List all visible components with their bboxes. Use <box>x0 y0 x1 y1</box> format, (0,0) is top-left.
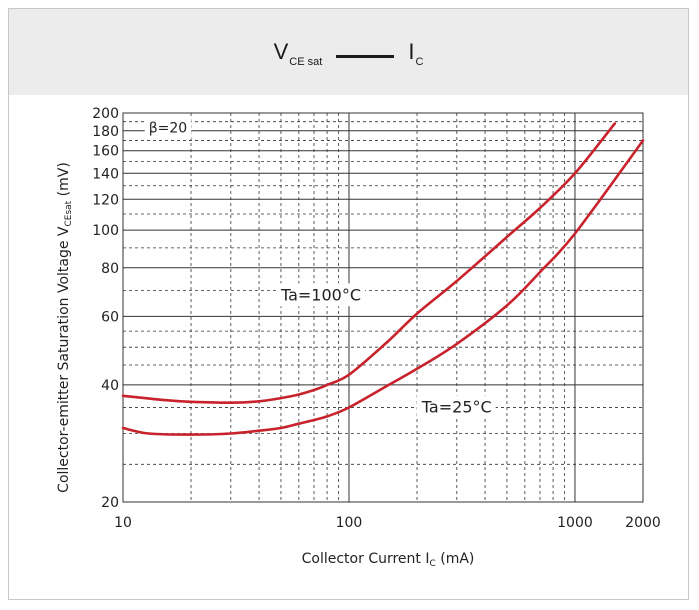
annotation-group: Ta=100°C <box>275 283 366 307</box>
x-axis-label-sub: C <box>429 559 435 569</box>
plot-border <box>122 112 644 503</box>
annotation-group: β=20 <box>144 118 192 139</box>
series-line-ta100 <box>121 122 617 405</box>
x-axis-label: Collector Current IC (mA) <box>302 551 475 569</box>
y-axis-label-suffix: (mV) <box>56 162 72 201</box>
title-vcesat-main: V <box>273 39 289 64</box>
x-tick-label: 2000 <box>625 515 661 531</box>
y-tick-label: 80 <box>101 261 119 277</box>
y-tick-label: 20 <box>101 495 119 511</box>
title-vcesat: V CE sat <box>273 39 323 68</box>
annotation-temp: Ta=100°C <box>280 285 361 304</box>
annotation-temp: Ta=25°C <box>421 397 492 416</box>
annotation-bg <box>144 118 192 139</box>
y-tick-label: 40 <box>101 378 119 394</box>
y-tick-label: 140 <box>92 166 119 182</box>
x-axis-label-suffix: (mA) <box>436 551 475 567</box>
y-axis-label-prefix: Collector-emitter Saturation Voltage V <box>56 226 72 493</box>
title-ic-sub: C <box>415 56 424 68</box>
y-tick-label: 100 <box>92 223 119 239</box>
y-tick-label: 60 <box>101 309 119 325</box>
y-tick-label: 180 <box>92 124 119 140</box>
annotations: β=20 Ta=100°C Ta=25°C <box>144 118 496 419</box>
annotation-bg <box>275 283 366 307</box>
x-tick-label: 10 <box>114 515 132 531</box>
series-line-ta25 <box>121 139 645 436</box>
annotation-bg <box>416 395 496 419</box>
title-ic-main: I <box>408 39 415 64</box>
tick-labels: 20 40 60 80 100 120 140 160 180 200 10 100 1000 2000 <box>92 106 661 531</box>
annotation-beta: β=20 <box>149 121 187 137</box>
y-axis-label-sub: CEsat <box>64 200 74 226</box>
y-tick-label: 120 <box>92 192 119 208</box>
annotation-group: Ta=25°C <box>416 395 496 419</box>
y-tick-label: 160 <box>92 144 119 160</box>
grid <box>122 112 644 503</box>
x-tick-label: 100 <box>336 515 363 531</box>
y-axis-label: Collector-emitter Saturation Voltage VCE… <box>56 162 74 493</box>
title-dash <box>336 54 395 58</box>
title-vcesat-sub: CE sat <box>289 56 323 68</box>
y-tick-label: 200 <box>92 106 119 122</box>
curves <box>121 122 645 436</box>
x-axis-label-prefix: Collector Current I <box>302 551 430 567</box>
x-tick-label: 1000 <box>557 515 593 531</box>
